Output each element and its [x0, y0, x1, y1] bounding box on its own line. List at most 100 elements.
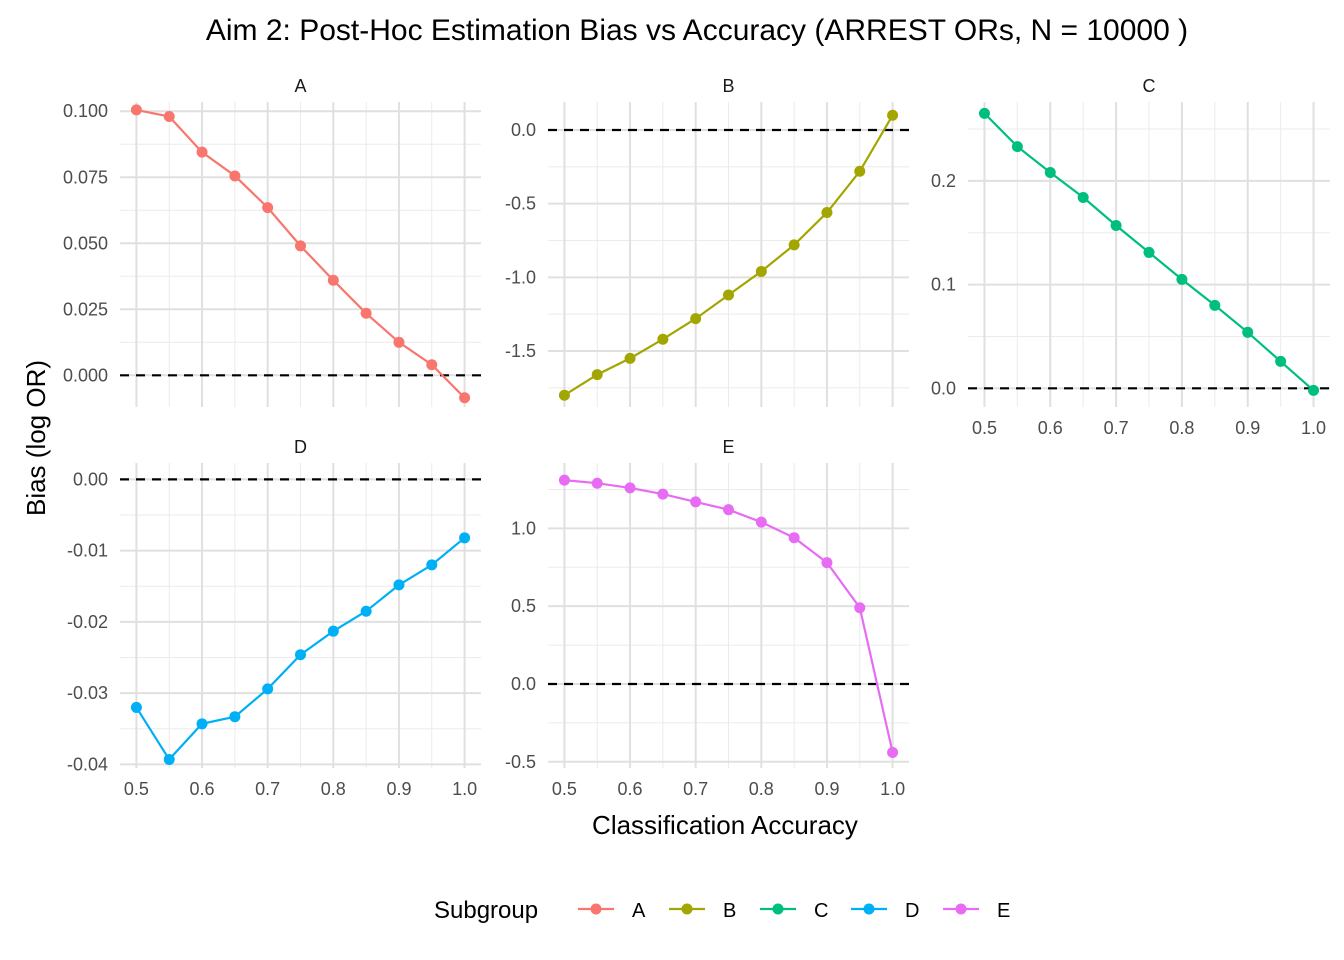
- data-point: [854, 602, 866, 614]
- data-point: [788, 239, 800, 251]
- legend-key-point: [681, 903, 693, 915]
- legend-item-e: E: [943, 900, 1010, 922]
- data-point: [821, 207, 833, 219]
- legend-key-point: [863, 903, 875, 915]
- chart-title: Aim 2: Post-Hoc Estimation Bias vs Accur…: [206, 14, 1188, 47]
- data-point: [1110, 219, 1122, 231]
- data-point: [755, 265, 767, 277]
- data-point: [978, 107, 990, 119]
- x-tick-label: 0.8: [749, 779, 774, 799]
- data-point: [821, 557, 833, 569]
- legend-label: C: [814, 900, 828, 922]
- data-point: [295, 240, 306, 252]
- y-tick-label: 0.2: [931, 171, 956, 191]
- y-tick-label: 0.050: [63, 233, 108, 253]
- data-point: [624, 482, 636, 494]
- data-point: [426, 559, 438, 571]
- strip-label: D: [294, 437, 307, 457]
- x-tick-label: 0.8: [1169, 418, 1194, 438]
- data-point: [327, 625, 339, 637]
- x-tick-label: 0.5: [552, 779, 577, 799]
- data-point: [163, 753, 175, 765]
- y-tick-label: 0.0: [511, 120, 536, 140]
- legend-title: Subgroup: [434, 897, 538, 924]
- x-tick-label: 0.7: [683, 779, 708, 799]
- y-tick-label: 0.5: [511, 596, 536, 616]
- y-tick-label: -1.5: [505, 341, 536, 361]
- data-point: [262, 683, 274, 695]
- data-point: [755, 516, 767, 528]
- y-tick-label: 0.1: [931, 275, 956, 295]
- data-point: [723, 504, 734, 516]
- data-point: [887, 109, 899, 121]
- y-tick-label: 0.0: [511, 674, 536, 694]
- y-tick-label: -0.01: [67, 541, 108, 561]
- legend-item-a: A: [578, 900, 646, 922]
- legend-item-d: D: [851, 900, 919, 922]
- data-point: [360, 307, 372, 319]
- legend-key-point: [955, 903, 967, 915]
- data-point: [657, 488, 669, 500]
- legend-key-point: [590, 903, 602, 915]
- panel-b: B -1.5 -1.0 -0.5 0.0: [505, 76, 909, 407]
- y-tick-label: -0.5: [505, 194, 536, 214]
- strip-label: A: [294, 76, 306, 96]
- legend-label: A: [632, 900, 646, 922]
- x-tick-label: 0.5: [972, 418, 997, 438]
- data-point: [196, 718, 208, 730]
- panel-e: E -0.5 0.0 0.5 1.0 0.5 0.6 0.7 0.8 0.9 1.0: [505, 437, 909, 799]
- y-tick-label: -0.04: [67, 754, 108, 774]
- data-point: [393, 579, 405, 591]
- data-point: [229, 711, 241, 723]
- data-point: [624, 352, 636, 364]
- y-tick-label: 1.0: [511, 518, 536, 538]
- data-point: [130, 104, 142, 116]
- x-tick-label: 1.0: [452, 779, 477, 799]
- data-point: [558, 474, 570, 486]
- data-point: [788, 532, 800, 544]
- data-point: [1077, 191, 1089, 203]
- data-point: [1209, 299, 1221, 311]
- strip-label: B: [722, 76, 734, 96]
- legend-item-c: C: [760, 900, 828, 922]
- data-point: [1176, 273, 1188, 285]
- y-tick-label: -0.03: [67, 683, 108, 703]
- x-tick-label: 0.9: [386, 779, 411, 799]
- x-tick-label: 1.0: [880, 779, 905, 799]
- data-point: [229, 170, 241, 182]
- data-point: [459, 392, 471, 404]
- data-point: [1308, 384, 1320, 396]
- data-point: [360, 605, 372, 617]
- data-point: [196, 146, 208, 158]
- y-tick-label: -1.0: [505, 267, 536, 287]
- legend: Subgroup A B C D E: [434, 897, 1010, 924]
- strip-label: E: [722, 437, 734, 457]
- y-tick-label: -0.5: [505, 752, 536, 772]
- data-point: [591, 477, 603, 489]
- y-tick-label: 0.0: [931, 378, 956, 398]
- data-point: [295, 649, 306, 661]
- data-point: [163, 111, 175, 123]
- x-tick-label: 0.9: [1235, 418, 1260, 438]
- data-point: [690, 496, 702, 508]
- y-tick-label: 0.100: [63, 101, 108, 121]
- panel-a: A 0.000 0.025 0.050 0.075 0.100: [63, 76, 481, 407]
- y-tick-label: 0.025: [63, 299, 108, 319]
- x-tick-label: 0.8: [321, 779, 346, 799]
- data-point: [459, 532, 471, 544]
- data-point: [558, 389, 570, 401]
- data-point: [393, 336, 405, 348]
- x-tick-label: 0.6: [618, 779, 643, 799]
- data-point: [1044, 167, 1056, 179]
- data-point: [1011, 141, 1023, 153]
- y-axis-title: Bias (log OR): [21, 360, 51, 516]
- data-point: [723, 289, 734, 301]
- legend-item-b: B: [669, 900, 736, 922]
- x-tick-label: 0.5: [124, 779, 149, 799]
- panel-c: C 0.0 0.1 0.2 0.5 0.6 0.7 0.8 0.9 1.0: [931, 76, 1330, 438]
- data-point: [262, 202, 274, 214]
- data-point: [887, 746, 899, 758]
- data-point: [1143, 246, 1155, 258]
- x-tick-label: 0.7: [1104, 418, 1129, 438]
